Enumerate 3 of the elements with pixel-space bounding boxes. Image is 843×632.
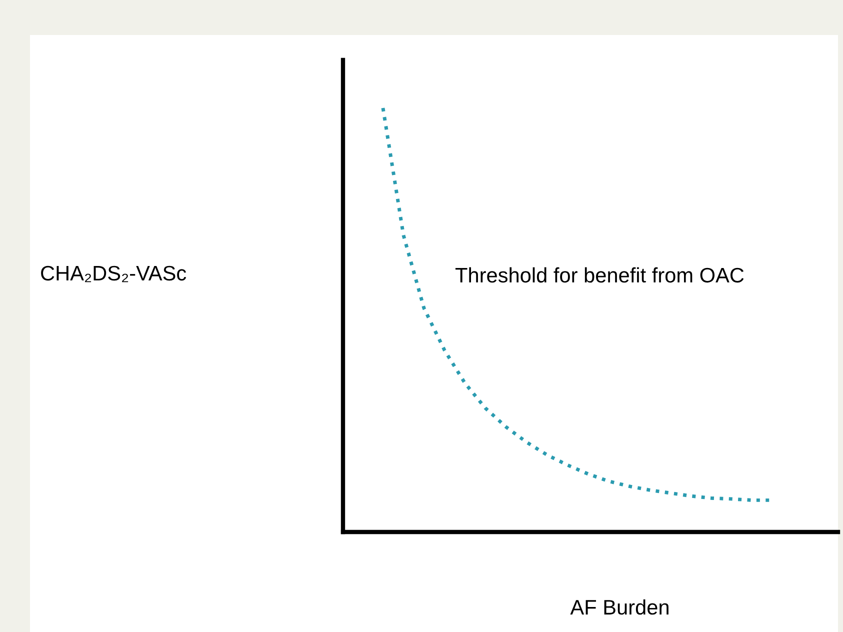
annotation: Threshold for benefit from OAC: [455, 267, 744, 283]
text: CHA₂DS₂-VASc: [41, 266, 186, 282]
x-axis-title: AF Burden: [570, 599, 668, 615]
